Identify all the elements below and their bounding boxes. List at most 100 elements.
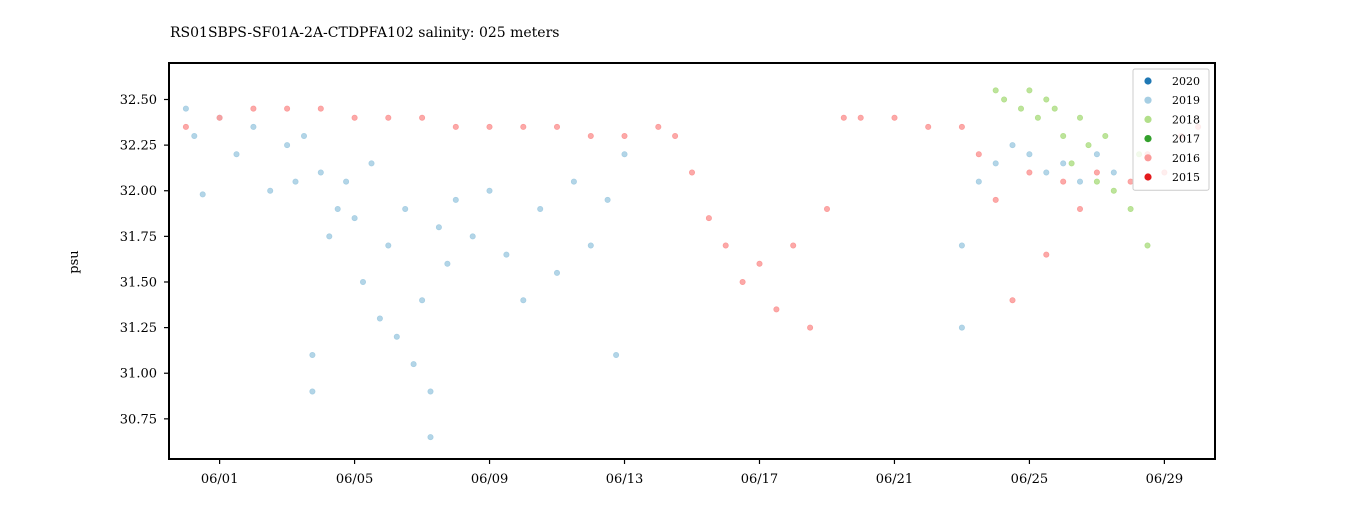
data-point-2018 [1144,242,1151,249]
legend-label-2017: 2017 [1172,133,1200,146]
legend-marker-2016 [1144,154,1152,162]
legend-label-2020: 2020 [1172,75,1200,88]
data-point-2019 [1026,151,1033,158]
legend-box [1132,68,1210,191]
data-point-2019 [419,297,426,304]
data-point-2018 [1001,96,1008,103]
data-point-2018 [992,87,999,94]
y-axis-title: psu [67,250,82,273]
data-point-2019 [587,242,594,249]
data-point-2019 [351,215,358,222]
data-point-2016 [216,114,223,121]
data-point-2019 [326,233,333,240]
y-tick-label: 31.25 [120,321,157,336]
data-point-2018 [1102,132,1109,139]
data-point-2016 [1026,169,1033,176]
data-point-2019 [233,151,240,158]
data-point-2019 [410,361,417,368]
data-point-2016 [351,114,358,121]
data-point-2018 [1110,187,1117,194]
data-point-2016 [1093,169,1100,176]
data-point-2018 [1127,205,1134,212]
data-point-2018 [1068,160,1075,167]
legend-marker-2020 [1144,77,1152,85]
data-point-2018 [1018,105,1025,112]
x-tick-label: 06/01 [201,472,238,487]
data-point-2019 [427,434,434,441]
data-point-2019 [520,297,527,304]
data-point-2019 [975,178,982,185]
plot-frame [168,62,1216,460]
x-tick-label: 06/09 [471,472,508,487]
data-point-2019 [359,278,366,285]
data-point-2018 [1034,114,1041,121]
legend: 2020 2019 2018 2017 2016 2015 [1132,68,1210,191]
data-point-2019 [427,388,434,395]
data-point-2016 [672,132,679,139]
data-point-2019 [317,169,324,176]
x-tick-label: 06/29 [1146,472,1183,487]
x-tick-label: 06/05 [336,472,373,487]
data-point-2019 [621,151,628,158]
data-point-2016 [486,123,493,130]
data-point-2019 [1093,151,1100,158]
data-point-2016 [857,114,864,121]
data-point-2016 [250,105,257,112]
data-point-2019 [435,224,442,231]
data-point-2018 [1085,142,1092,149]
data-point-2019 [385,242,392,249]
data-point-2016 [739,278,746,285]
legend-marker-2015 [1144,173,1152,181]
y-tick-label: 32.00 [120,184,157,199]
data-point-2016 [385,114,392,121]
data-point-2016 [722,242,729,249]
data-point-2016 [992,196,999,203]
x-tick-label: 06/25 [1011,472,1048,487]
data-point-2016 [554,123,561,130]
y-tick-label: 30.75 [120,412,157,427]
data-point-2019 [199,191,206,198]
data-point-2016 [655,123,662,130]
data-point-2018 [1077,114,1084,121]
data-point-2019 [469,233,476,240]
data-point-2016 [1043,251,1050,258]
data-point-2019 [1077,178,1084,185]
data-point-2018 [1093,178,1100,185]
data-point-2019 [1110,169,1117,176]
data-point-2019 [537,205,544,212]
data-point-2016 [1009,297,1016,304]
data-points [182,87,1202,441]
legend-marker-2017 [1144,135,1152,143]
data-point-2019 [334,205,341,212]
y-tick-label: 31.50 [120,275,157,290]
data-point-2019 [267,187,274,194]
data-point-2019 [300,132,307,139]
data-point-2016 [284,105,291,112]
data-point-2019 [992,160,999,167]
data-point-2016 [925,123,932,130]
legend-marker-2018 [1144,115,1152,123]
data-point-2019 [570,178,577,185]
y-tick-label: 31.00 [120,367,157,382]
data-point-2019 [958,324,965,331]
data-point-2018 [1060,132,1067,139]
data-point-2019 [452,196,459,203]
data-point-2016 [1127,178,1134,185]
data-point-2016 [621,132,628,139]
data-point-2016 [520,123,527,130]
data-point-2019 [309,351,316,358]
data-point-2016 [975,151,982,158]
data-point-2019 [309,388,316,395]
legend-label-2015: 2015 [1172,171,1200,184]
data-point-2016 [587,132,594,139]
data-point-2016 [705,215,712,222]
x-tick-label: 06/21 [876,472,913,487]
data-point-2019 [284,142,291,149]
data-point-2019 [486,187,493,194]
data-point-2016 [891,114,898,121]
data-point-2016 [958,123,965,130]
data-point-2016 [689,169,696,176]
chart-title: RS01SBPS-SF01A-2A-CTDPFA102 salinity: 02… [170,25,559,41]
data-point-2018 [1051,105,1058,112]
